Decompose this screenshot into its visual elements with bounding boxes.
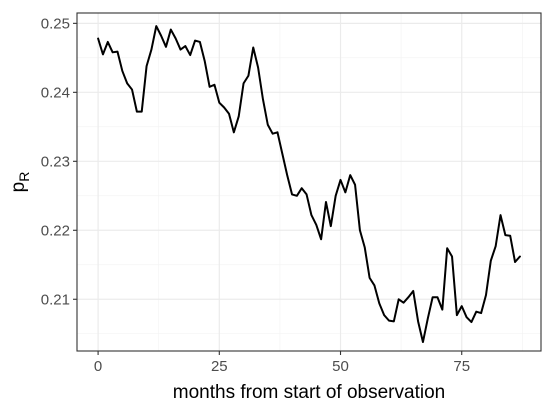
minor-grid: [77, 13, 541, 351]
series-line: [97, 25, 521, 344]
x-tick-label: 50: [332, 358, 349, 375]
x-axis-title: months from start of observation: [173, 382, 445, 403]
panel-border: [76, 12, 542, 352]
y-tick-label: 0.22: [41, 222, 70, 239]
x-axis: 0 25 50 75: [94, 351, 470, 375]
y-tick-label: 0.24: [41, 84, 70, 101]
x-tick-label: 25: [211, 358, 228, 375]
y-axis-title-main: p: [8, 182, 29, 193]
major-grid: [77, 13, 541, 351]
y-axis-title: pR: [8, 172, 32, 193]
x-tick-label: 75: [453, 358, 470, 375]
y-tick-label: 0.23: [41, 153, 70, 170]
x-tick-label: 0: [94, 358, 102, 375]
y-tick-label: 0.25: [41, 15, 70, 32]
y-tick-label: 0.21: [41, 291, 70, 308]
y-axis: 0.21 0.22 0.23 0.24 0.25: [41, 15, 77, 308]
y-axis-title-subscript: R: [16, 172, 32, 182]
